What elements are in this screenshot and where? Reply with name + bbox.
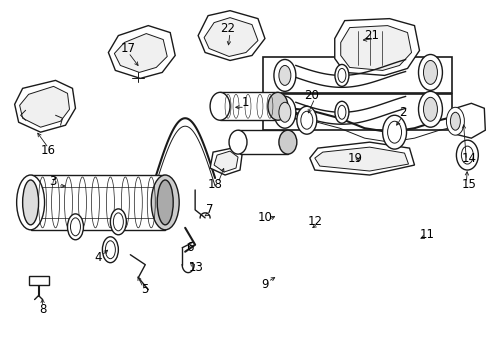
Text: 18: 18 (207, 179, 222, 192)
Text: 16: 16 (41, 144, 56, 157)
Polygon shape (450, 103, 484, 138)
Ellipse shape (278, 130, 296, 154)
Ellipse shape (446, 107, 464, 135)
Polygon shape (114, 33, 167, 72)
Text: 11: 11 (419, 228, 434, 241)
Ellipse shape (267, 92, 287, 120)
Ellipse shape (273, 96, 295, 128)
Ellipse shape (296, 106, 316, 134)
Ellipse shape (102, 237, 118, 263)
Ellipse shape (418, 91, 442, 127)
Ellipse shape (418, 54, 442, 90)
Ellipse shape (278, 66, 290, 85)
Ellipse shape (210, 92, 229, 120)
Text: 9: 9 (261, 278, 268, 291)
Ellipse shape (455, 140, 477, 170)
Polygon shape (15, 80, 75, 132)
Text: 12: 12 (306, 215, 322, 228)
Text: 2: 2 (398, 106, 406, 119)
Ellipse shape (70, 218, 81, 236)
Text: 22: 22 (220, 22, 235, 35)
Text: 6: 6 (186, 241, 194, 254)
Text: 19: 19 (346, 152, 362, 165)
Ellipse shape (67, 214, 83, 240)
Ellipse shape (157, 180, 173, 225)
Ellipse shape (17, 175, 44, 230)
Text: 13: 13 (188, 261, 203, 274)
Polygon shape (20, 86, 69, 127)
Ellipse shape (337, 68, 345, 82)
Text: 20: 20 (304, 89, 319, 102)
Ellipse shape (461, 146, 472, 164)
Text: 7: 7 (206, 203, 213, 216)
Bar (31, 175, 165, 230)
Text: 14: 14 (461, 152, 476, 165)
Text: 5: 5 (142, 283, 149, 296)
Ellipse shape (278, 102, 290, 122)
Polygon shape (334, 19, 419, 75)
Ellipse shape (110, 209, 126, 235)
Ellipse shape (423, 60, 437, 84)
Ellipse shape (382, 115, 406, 149)
Polygon shape (309, 142, 414, 175)
Ellipse shape (387, 121, 401, 143)
Ellipse shape (105, 241, 115, 259)
Ellipse shape (113, 213, 123, 231)
Polygon shape (210, 148, 242, 175)
Bar (263, 58, 451, 93)
Bar (238, 130, 287, 154)
Bar (263, 94, 451, 130)
Ellipse shape (22, 180, 39, 225)
Polygon shape (340, 26, 411, 71)
Ellipse shape (449, 112, 459, 130)
Text: 8: 8 (39, 303, 46, 316)
Ellipse shape (151, 175, 179, 230)
Polygon shape (108, 26, 175, 78)
Ellipse shape (300, 111, 312, 129)
Text: 1: 1 (241, 96, 248, 109)
Ellipse shape (273, 59, 295, 91)
Ellipse shape (337, 105, 345, 119)
Ellipse shape (228, 130, 246, 154)
Text: 21: 21 (364, 29, 378, 42)
Text: 4: 4 (95, 251, 102, 264)
Text: 3: 3 (49, 175, 56, 189)
Ellipse shape (334, 64, 348, 86)
Ellipse shape (423, 97, 437, 121)
Polygon shape (214, 151, 238, 172)
Polygon shape (198, 11, 264, 60)
Text: 10: 10 (257, 211, 272, 224)
Bar (220, 92, 277, 120)
Text: 15: 15 (461, 179, 476, 192)
Polygon shape (314, 147, 407, 171)
Bar (29, 276, 48, 285)
Text: 17: 17 (121, 42, 136, 55)
Ellipse shape (334, 101, 348, 123)
Polygon shape (203, 18, 258, 57)
